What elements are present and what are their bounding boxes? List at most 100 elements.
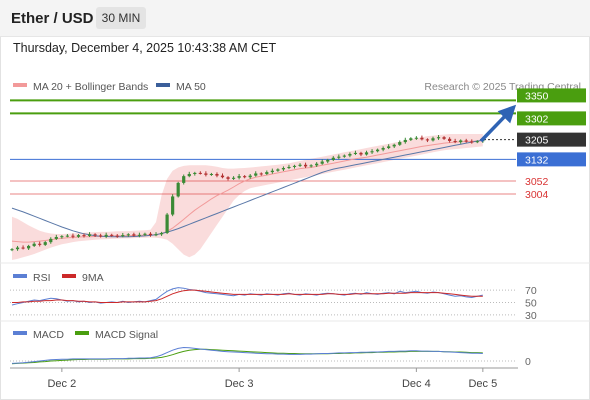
legend-swatch-ma20 [13, 83, 27, 87]
candle [43, 242, 47, 245]
candle [381, 148, 385, 150]
candle [60, 236, 64, 238]
candle [442, 137, 446, 139]
rsi-tick-70: 70 [525, 285, 537, 297]
candle [475, 141, 479, 143]
candle [171, 196, 175, 215]
candle [82, 235, 86, 237]
candle [187, 173, 191, 177]
macd-signal-line [11, 348, 483, 365]
candle [204, 173, 208, 175]
interval-selector[interactable]: 30 MIN [96, 7, 146, 29]
candle [276, 169, 280, 171]
candle [259, 173, 263, 175]
legend-swatch-rsi [13, 274, 27, 278]
x-tick-label: Dec 5 [468, 378, 497, 390]
candle [176, 182, 180, 197]
candle [231, 177, 236, 179]
candle [326, 159, 330, 162]
candle [387, 146, 391, 149]
candle [370, 151, 374, 153]
chart-header: Ether / USD 30 MIN [0, 0, 590, 37]
candle [448, 138, 452, 141]
bollinger-band [12, 134, 483, 260]
candle [320, 161, 324, 164]
legend-macd: MACD [33, 329, 64, 341]
candle [87, 234, 92, 236]
candle [21, 247, 25, 249]
legend-macd-signal: MACD Signal [95, 329, 158, 341]
x-tick-label: Dec 4 [402, 378, 431, 390]
candle [198, 172, 202, 174]
candle [431, 138, 435, 141]
candle [115, 235, 119, 237]
candle [215, 173, 219, 176]
candle [76, 235, 81, 237]
candle [182, 176, 186, 183]
rsi-ma-line [12, 289, 483, 303]
candle [270, 170, 274, 173]
candle [254, 173, 258, 176]
candle [32, 243, 36, 246]
candle [425, 139, 430, 141]
candle [248, 175, 252, 178]
candle [436, 137, 441, 139]
level-badge-3350 [517, 88, 586, 103]
candle [15, 247, 20, 250]
candle [392, 144, 396, 147]
ma20-line [11, 140, 483, 243]
candle [348, 153, 352, 156]
level-label-3052: 3052 [525, 176, 549, 188]
candle [93, 234, 97, 236]
candle [414, 137, 418, 139]
candle [342, 155, 346, 157]
candle [403, 139, 407, 143]
legend-rsi: RSI [33, 272, 51, 284]
candle [303, 164, 308, 167]
candle [420, 137, 424, 140]
level-label-3205: 3205 [525, 135, 549, 147]
candle [287, 166, 291, 169]
candle [331, 157, 335, 160]
level-label-3132: 3132 [525, 154, 549, 166]
candle [459, 140, 463, 143]
candle [159, 232, 164, 235]
candle [398, 142, 402, 145]
instrument-title: Ether / USD [11, 10, 94, 27]
x-tick-label: Dec 3 [225, 378, 254, 390]
candle [220, 175, 225, 178]
x-tick-label: Dec 2 [47, 378, 76, 390]
legend-swatch-macd [13, 331, 27, 335]
level-label-3302: 3302 [525, 113, 549, 125]
candle [226, 177, 230, 179]
candle [292, 165, 297, 167]
macd-tick-0: 0 [525, 356, 531, 368]
candle [65, 235, 69, 237]
candle [209, 173, 214, 175]
level-label-3004: 3004 [525, 189, 549, 201]
candle [110, 234, 114, 236]
candle [99, 235, 103, 237]
candle [375, 149, 380, 152]
candle [464, 140, 468, 142]
candle [126, 234, 130, 236]
level-label-3350: 3350 [525, 90, 549, 102]
level-badge-3205 [517, 132, 586, 147]
candle [281, 168, 286, 170]
candle [121, 235, 125, 237]
candle [453, 140, 457, 143]
candle [409, 138, 413, 140]
candle [27, 245, 31, 249]
level-badge-3302 [517, 111, 586, 126]
candle [49, 238, 53, 243]
candle [104, 234, 108, 237]
forecast-arrow [479, 104, 517, 143]
candle [132, 234, 136, 236]
candle [137, 234, 142, 236]
candle [359, 152, 363, 155]
legend-swatch-macd-signal [75, 331, 89, 335]
candle [38, 243, 42, 245]
candle [154, 234, 158, 236]
legend-ma50: MA 50 [176, 81, 206, 93]
